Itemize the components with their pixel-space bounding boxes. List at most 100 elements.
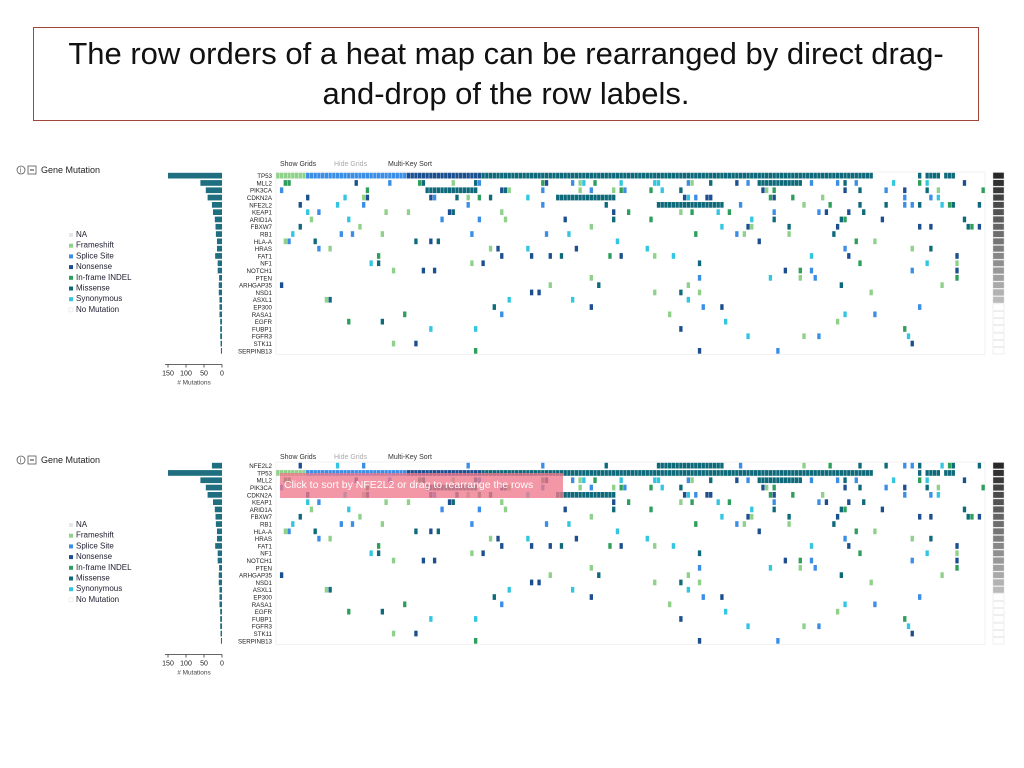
- row-label-tp53[interactable]: TP53: [257, 470, 272, 477]
- row-label-ep300[interactable]: EP300: [253, 595, 272, 602]
- row-label-rasa1[interactable]: RASA1: [252, 602, 273, 609]
- heatmap-cell: [279, 470, 284, 476]
- row-label-hras[interactable]: HRAS: [255, 536, 272, 543]
- mutation-count-bar: [213, 209, 222, 215]
- heatmap-cell: [910, 462, 914, 469]
- row-label-serpinb13[interactable]: SERPINB13: [238, 638, 273, 645]
- row-label-stk11[interactable]: STK11: [254, 631, 273, 638]
- legend-label[interactable]: Synonymous: [76, 584, 122, 593]
- row-label-cdkn2a[interactable]: CDKN2A: [247, 492, 273, 499]
- row-label-notch1[interactable]: NOTCH1: [247, 268, 273, 275]
- row-label-nfe2l2[interactable]: NFE2L2: [249, 463, 272, 470]
- row-label-hras[interactable]: HRAS: [255, 246, 272, 253]
- legend-label[interactable]: Missense: [76, 574, 110, 583]
- heatmap-cell: [492, 172, 496, 179]
- row-label-serpinb13[interactable]: SERPINB13: [238, 348, 273, 355]
- row-label-hla-a[interactable]: HLA-A: [254, 529, 273, 536]
- legend-label[interactable]: Splice Site: [76, 251, 114, 260]
- row-label-rb1[interactable]: RB1: [260, 522, 273, 529]
- row-label-ep300[interactable]: EP300: [253, 305, 272, 312]
- row-label-pik3ca[interactable]: PIK3CA: [250, 188, 273, 195]
- side-annotation-cell: [992, 310, 1005, 318]
- side-annotation-cell: [992, 201, 1005, 209]
- row-label-nfe2l2[interactable]: NFE2L2: [249, 202, 272, 209]
- heatmap-cell: [432, 557, 437, 564]
- row-label-rasa1[interactable]: RASA1: [252, 312, 273, 319]
- row-label-fat1[interactable]: FAT1: [258, 253, 273, 260]
- row-label-pik3ca[interactable]: PIK3CA: [250, 485, 273, 492]
- row-label-pten[interactable]: PTEN: [255, 565, 272, 572]
- row-label-hla-a[interactable]: HLA-A: [254, 239, 273, 246]
- legend-label[interactable]: NA: [76, 230, 88, 239]
- row-label-fubp1[interactable]: FUBP1: [252, 326, 273, 333]
- collapse-icon[interactable]: [27, 455, 37, 465]
- heatmap-cell: [910, 535, 914, 542]
- legend-label[interactable]: Frameshift: [76, 241, 115, 250]
- row-label-asxl1[interactable]: ASXL1: [253, 587, 273, 594]
- legend-label[interactable]: In-frame INDEL: [76, 563, 132, 572]
- row-label-arhgap35[interactable]: ARHGAP35: [239, 283, 273, 290]
- legend-label[interactable]: Splice Site: [76, 541, 114, 550]
- info-icon[interactable]: i: [16, 455, 26, 465]
- legend-label[interactable]: Nonsense: [76, 552, 113, 561]
- legend-label[interactable]: No Mutation: [76, 305, 119, 314]
- heatmap-cell: [768, 194, 773, 201]
- heatmap-cell: [391, 172, 396, 179]
- row-label-fat1[interactable]: FAT1: [258, 543, 273, 550]
- row-label-notch1[interactable]: NOTCH1: [247, 558, 273, 565]
- grid-control-1[interactable]: Hide Grids: [334, 161, 368, 168]
- row-label-stk11[interactable]: STK11: [254, 341, 273, 348]
- row-label-mll2[interactable]: MLL2: [257, 180, 273, 187]
- legend-label[interactable]: In-frame INDEL: [76, 273, 132, 282]
- row-label-nsd1[interactable]: NSD1: [255, 290, 272, 297]
- heatmap-cell: [903, 194, 907, 201]
- heatmap-cell: [716, 470, 720, 476]
- row-label-tp53[interactable]: TP53: [257, 173, 272, 180]
- heatmap-cell: [787, 521, 791, 527]
- row-label-fbxw7[interactable]: FBXW7: [251, 514, 273, 521]
- row-label-arhgap35[interactable]: ARHGAP35: [239, 573, 273, 580]
- grid-control-0[interactable]: Show Grids: [280, 161, 317, 168]
- heatmap-cell: [406, 499, 411, 505]
- heatmap-cell: [634, 470, 638, 476]
- info-icon[interactable]: i: [16, 165, 26, 175]
- heatmap-cell: [447, 499, 452, 505]
- heatmap-cell: [496, 245, 500, 252]
- row-label-rb1[interactable]: RB1: [260, 232, 273, 239]
- mutation-count-bar: [207, 194, 222, 201]
- row-label-egfr[interactable]: EGFR: [255, 609, 273, 616]
- legend-label[interactable]: Missense: [76, 284, 110, 293]
- legend-label[interactable]: NA: [76, 520, 88, 529]
- side-annotation-cell: [992, 267, 1005, 274]
- row-label-arid1a[interactable]: ARID1A: [250, 217, 273, 224]
- side-annotation-cell: [992, 571, 1005, 579]
- row-label-fgfr3[interactable]: FGFR3: [252, 624, 273, 631]
- heatmap-cell: [335, 462, 340, 469]
- heatmap-cell: [604, 172, 608, 179]
- legend-label[interactable]: Synonymous: [76, 294, 122, 303]
- row-label-fgfr3[interactable]: FGFR3: [252, 334, 273, 341]
- row-label-fubp1[interactable]: FUBP1: [252, 616, 273, 623]
- row-label-arid1a[interactable]: ARID1A: [250, 507, 273, 514]
- row-label-keap1[interactable]: KEAP1: [252, 500, 273, 507]
- collapse-icon[interactable]: [27, 165, 37, 175]
- grid-control-1[interactable]: Hide Grids: [334, 454, 368, 461]
- heatmap-cell: [324, 172, 329, 179]
- row-label-cdkn2a[interactable]: CDKN2A: [247, 195, 273, 202]
- row-label-pten[interactable]: PTEN: [255, 275, 272, 282]
- row-label-mll2[interactable]: MLL2: [257, 478, 273, 485]
- row-label-nf1[interactable]: NF1: [260, 261, 272, 268]
- row-label-egfr[interactable]: EGFR: [255, 319, 273, 326]
- row-label-nf1[interactable]: NF1: [260, 551, 272, 558]
- row-label-asxl1[interactable]: ASXL1: [253, 297, 273, 304]
- grid-control-2[interactable]: Multi-Key Sort: [388, 161, 432, 168]
- row-label-fbxw7[interactable]: FBXW7: [251, 224, 273, 231]
- legend-label[interactable]: No Mutation: [76, 595, 119, 604]
- legend-label[interactable]: Nonsense: [76, 262, 113, 271]
- row-label-keap1[interactable]: KEAP1: [252, 210, 273, 217]
- row-label-nsd1[interactable]: NSD1: [255, 580, 272, 587]
- legend-label[interactable]: Frameshift: [76, 531, 115, 540]
- grid-control-0[interactable]: Show Grids: [280, 454, 317, 461]
- heatmap-cell: [582, 470, 586, 476]
- grid-control-2[interactable]: Multi-Key Sort: [388, 454, 432, 461]
